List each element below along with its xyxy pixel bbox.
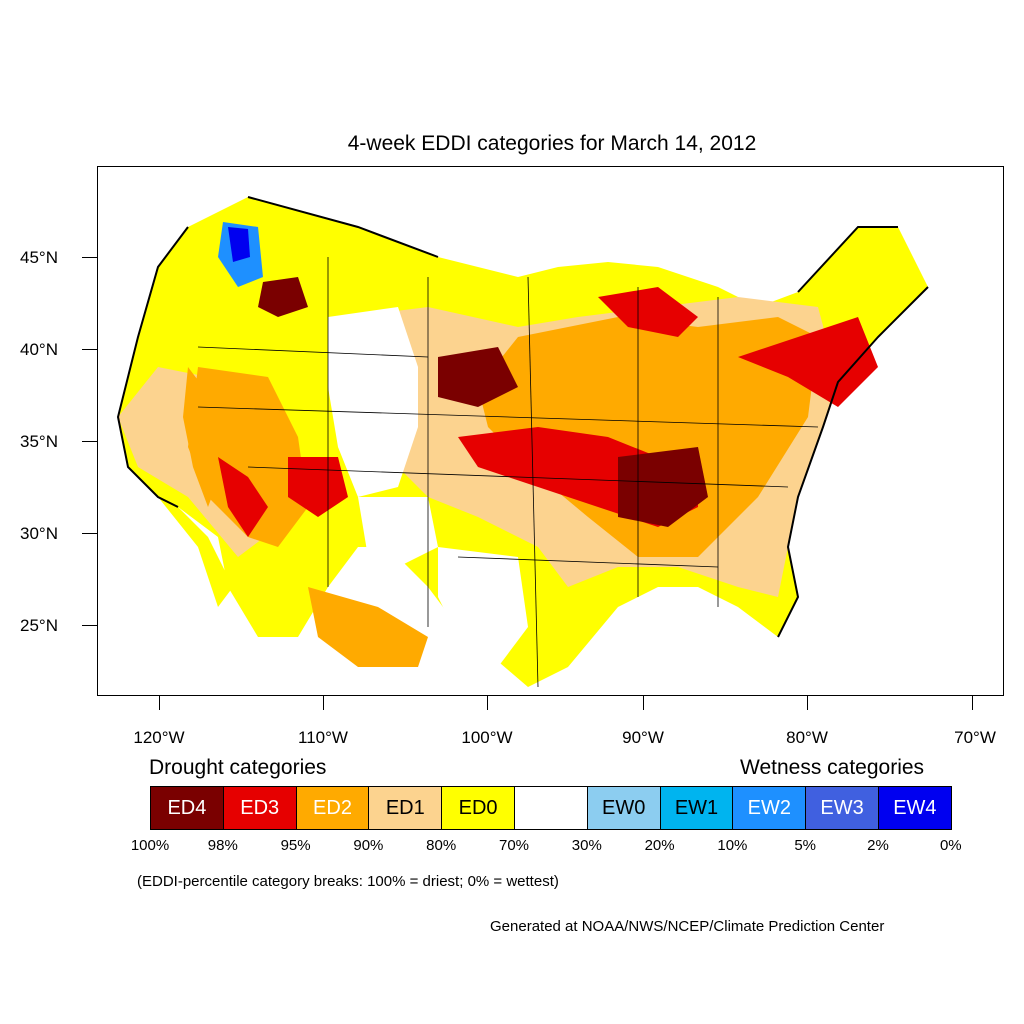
- legend-break-label: 90%: [353, 837, 384, 854]
- credit-line: Generated at NOAA/NWS/NCEP/Climate Predi…: [490, 918, 885, 935]
- ed2-southwest: [308, 587, 428, 667]
- lat-tick: [82, 257, 97, 258]
- ed4-tennessee: [618, 447, 708, 527]
- ed3-westcoast: [218, 457, 268, 537]
- lon-label-90: 90°W: [622, 728, 664, 747]
- coastline: [116, 196, 929, 638]
- map-title: 4-week EDDI categories for March 14, 201…: [347, 132, 757, 155]
- normal-southwest: [358, 497, 438, 567]
- ed3-lakes: [598, 287, 698, 337]
- legend-break-label: 100%: [130, 837, 170, 854]
- ed4-nebraska: [438, 347, 518, 407]
- eddi-map: [116, 196, 929, 688]
- lat-label-30: 30°N: [20, 524, 58, 543]
- lon-tick: [807, 696, 808, 710]
- lat-tick: [82, 349, 97, 350]
- normal-texas: [438, 547, 528, 667]
- lon-label-110: 110°W: [298, 728, 348, 747]
- state-borders: [197, 257, 819, 688]
- legend-box-ew3: EW3: [805, 786, 879, 830]
- normal-rockies: [328, 307, 418, 497]
- legend-break-label: 70%: [498, 837, 530, 854]
- legend-break-label: 5%: [794, 837, 817, 854]
- legend-break-label: 20%: [644, 837, 675, 854]
- ed3-northeast: [738, 317, 878, 407]
- lon-label-70: 70°W: [954, 728, 996, 747]
- ed2-east: [478, 317, 818, 557]
- legend-box-ed0: ED0: [441, 786, 515, 830]
- lat-tick: [82, 533, 97, 534]
- ed3-nevada: [288, 457, 348, 517]
- legend-box-ew2: EW2: [732, 786, 807, 830]
- lat-label-40: 40°N: [20, 340, 58, 359]
- lat-label-45: 45°N: [20, 248, 58, 267]
- wet-ew4: [228, 227, 250, 262]
- lat-tick: [82, 441, 97, 442]
- legend-break-label: 0%: [939, 837, 962, 854]
- legend-break-label: 2%: [867, 837, 889, 854]
- legend-box-ed4: ED4: [150, 786, 224, 830]
- legend-box-ew1: EW1: [659, 786, 734, 830]
- map-frame: [97, 166, 1004, 696]
- lon-label-120: 120°W: [133, 728, 185, 747]
- ed4-idaho: [258, 277, 308, 317]
- lon-label-80: 80°W: [786, 728, 828, 747]
- wetness-heading: Wetness categories: [740, 756, 925, 779]
- lat-label-35: 35°N: [20, 432, 58, 451]
- legend-break-label: 98%: [207, 837, 238, 854]
- legend-box-ed1: ED1: [368, 786, 443, 830]
- legend-box-normal: [514, 786, 588, 830]
- legend-box-ed2: ED2: [295, 786, 370, 830]
- legend-break-label: 80%: [426, 837, 457, 854]
- category-note: (EDDI-percentile category breaks: 100% =…: [137, 873, 559, 890]
- legend-break-label: 30%: [571, 837, 602, 854]
- lon-label-100: 100°W: [461, 728, 513, 747]
- legend-break-label: 10%: [717, 837, 748, 854]
- lat-tick: [82, 625, 97, 626]
- legend-box-ed3: ED3: [222, 786, 297, 830]
- lon-tick: [159, 696, 160, 710]
- lon-tick: [487, 696, 488, 710]
- lat-label-25: 25°N: [20, 616, 58, 635]
- legend-break-label: 95%: [280, 837, 311, 854]
- drought-heading: Drought categories: [149, 756, 327, 779]
- lon-tick: [323, 696, 324, 710]
- legend-box-ew0: EW0: [586, 786, 661, 830]
- ed2-pacific: [183, 367, 223, 507]
- legend-box-ew4: EW4: [878, 786, 952, 830]
- lon-tick: [643, 696, 644, 710]
- lon-tick: [972, 696, 973, 710]
